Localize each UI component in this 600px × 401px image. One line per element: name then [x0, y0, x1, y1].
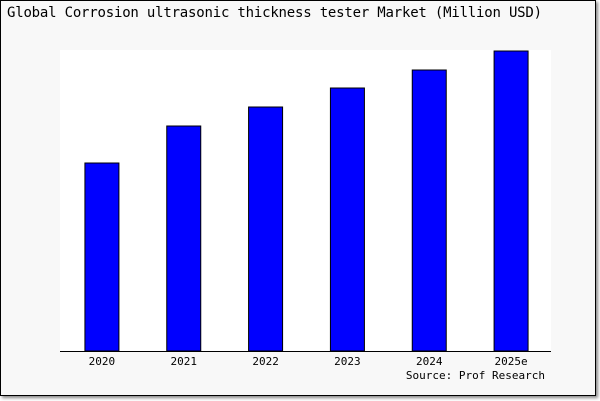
- x-tick-label: 2023: [334, 355, 361, 368]
- bar-2023: [329, 87, 365, 352]
- bar-2024: [411, 69, 447, 352]
- x-tick-label: 2020: [89, 355, 116, 368]
- chart-title: Global Corrosion ultrasonic thickness te…: [7, 5, 542, 21]
- x-tick-label: 2021: [171, 355, 198, 368]
- x-tick-label: 2025e: [495, 355, 528, 368]
- bar-2022: [248, 106, 284, 352]
- plot-area: [60, 50, 551, 351]
- bar-2020: [84, 162, 120, 352]
- x-tick-label: 2024: [416, 355, 443, 368]
- bar-2025e: [493, 50, 529, 352]
- x-tick-label: 2022: [252, 355, 279, 368]
- bar-2021: [166, 125, 202, 352]
- source-note: Source: Prof Research: [405, 369, 545, 382]
